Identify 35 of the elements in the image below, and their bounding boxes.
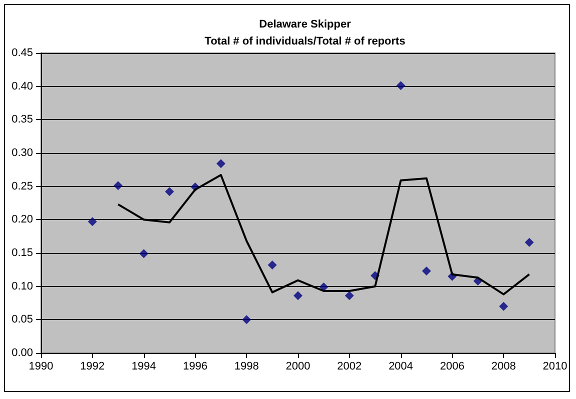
x-tick-label: 2000 xyxy=(286,360,310,372)
y-tick-label: 0.20 xyxy=(12,214,33,226)
x-tick-label: 1990 xyxy=(28,360,54,372)
point xyxy=(165,187,174,196)
x-tick-label: 2008 xyxy=(491,360,516,372)
point xyxy=(268,260,277,270)
y-tick-label: 0.15 xyxy=(12,247,33,259)
y-tick-label: 0.00 xyxy=(12,347,33,359)
chart-title: Delaware Skipper Total # of individuals/Total # of reports xyxy=(204,18,406,48)
x-tick-label: 1992 xyxy=(80,360,105,372)
x-tick-label: 1998 xyxy=(234,360,259,372)
x-tick-label: 2006 xyxy=(440,360,464,372)
y-tick-label: 0.45 xyxy=(12,47,33,59)
y-tick-label: 0.05 xyxy=(12,314,33,326)
x-tick-label: 2004 xyxy=(388,360,414,372)
point xyxy=(139,249,148,258)
y-tick-label: 0.35 xyxy=(12,114,33,126)
point xyxy=(422,266,431,276)
x-tick-label: 1996 xyxy=(182,360,208,372)
point xyxy=(344,291,354,300)
point xyxy=(524,238,534,247)
x-tick-label: 2010 xyxy=(542,360,568,372)
y-tick-label: 0.30 xyxy=(12,147,33,159)
y-tick-label: 0.10 xyxy=(12,280,33,292)
y-tick-label: 0.40 xyxy=(12,80,33,92)
point xyxy=(114,181,123,190)
point xyxy=(499,302,508,311)
point xyxy=(294,291,302,300)
y-tick-label: 0.25 xyxy=(12,180,33,192)
x-tick-label: 2002 xyxy=(337,360,362,372)
point xyxy=(88,217,97,226)
point xyxy=(396,81,406,90)
point xyxy=(242,315,252,324)
x-tick-label: 1994 xyxy=(132,360,156,372)
point xyxy=(216,159,226,168)
